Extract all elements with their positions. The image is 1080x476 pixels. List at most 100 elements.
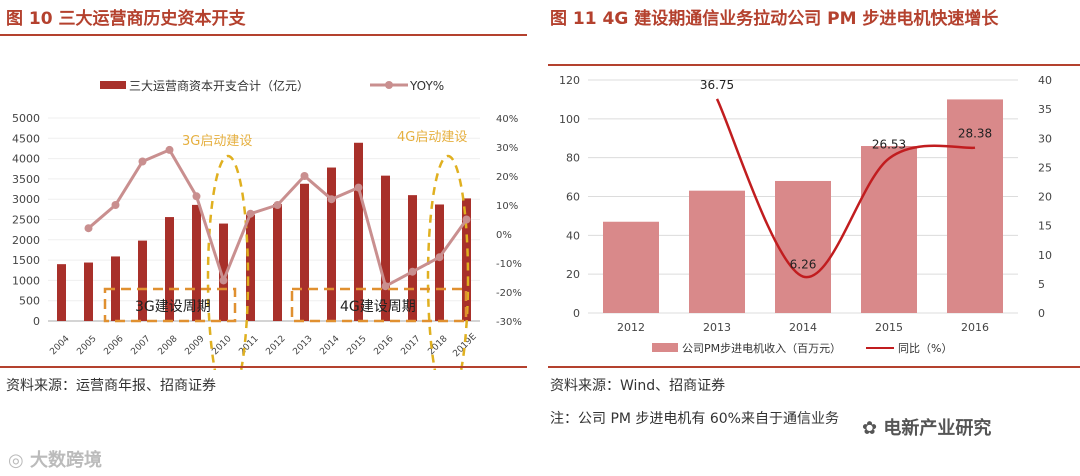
left-y-tick-label: 5000 — [12, 112, 40, 125]
right-y-tick-label: 40 — [566, 229, 580, 242]
right-y-tick-label: 60 — [566, 191, 580, 204]
left-bar-2018 — [435, 204, 444, 321]
left-right-tick-label: 10% — [496, 201, 518, 212]
right-right-tick-label: 35 — [1038, 103, 1052, 116]
cycle-3g-label: 3G启动建设 — [182, 134, 252, 149]
left-y-tick-label: 1500 — [12, 254, 40, 267]
left-bar-2013 — [300, 183, 309, 321]
left-right-tick-label: 20% — [496, 172, 518, 183]
left-y-tick-label: 4000 — [12, 153, 40, 166]
period-4g-label: 4G建设周期 — [340, 299, 416, 315]
left-right-axis-ticks: -30% -20% -10% 0% 10% 20% 30% 40% — [496, 114, 522, 328]
right-bar-2013 — [689, 190, 745, 313]
right-y-tick-label: 0 — [573, 307, 580, 320]
left-x-tick-label: 2013 — [291, 334, 314, 357]
left-x-tick-label: 2012 — [264, 334, 287, 357]
right-bottom-rule — [548, 366, 1080, 368]
left-yoy-point — [84, 224, 93, 233]
right-x-tick-label: 2013 — [703, 321, 731, 334]
left-bar-2009 — [192, 204, 201, 321]
right-bars — [603, 99, 1003, 313]
left-yoy-point — [219, 276, 228, 285]
left-bar-2007 — [138, 240, 147, 321]
right-legend-line-label: 同比（%） — [898, 342, 952, 355]
left-bar-2004 — [57, 264, 66, 321]
left-bar-2017 — [408, 195, 417, 321]
left-bars — [57, 142, 471, 321]
right-growth-curve — [715, 98, 976, 279]
right-x-tick-label: 2012 — [617, 321, 645, 334]
left-x-tick-label: 2015 — [345, 334, 368, 357]
right-bar-2016 — [947, 99, 1003, 313]
period-3g-label: 3G建设周期 — [135, 299, 211, 315]
left-yoy-point — [462, 215, 471, 224]
right-x-tick-label: 2014 — [789, 321, 817, 334]
left-y-tick-label: 3000 — [12, 193, 40, 206]
period-4g-box — [290, 287, 468, 323]
right-right-axis-ticks: 0 5 10 15 20 25 30 35 40 — [1038, 74, 1052, 320]
left-yoy-point — [381, 282, 390, 291]
left-legend: 三大运营商资本开支合计（亿元） YOY% — [100, 78, 444, 93]
left-title-rule — [0, 34, 527, 36]
cycle-3g-ellipse — [206, 154, 250, 370]
left-x-tick-label: 2004 — [48, 334, 71, 357]
right-y-tick-label: 20 — [566, 268, 580, 281]
right-legend-bar-label: 公司PM步进电机收入（百万元） — [682, 341, 841, 355]
left-bar-2019E — [462, 198, 471, 321]
left-yoy-point — [435, 253, 444, 262]
right-bar-2014 — [775, 180, 831, 313]
right-right-tick-label: 40 — [1038, 74, 1052, 87]
left-source: 资料来源：运营商年报、招商证券 — [6, 378, 216, 394]
right-right-tick-label: 25 — [1038, 161, 1052, 174]
right-data-label-2015: 26.53 — [872, 137, 906, 151]
left-yoy-point — [165, 145, 174, 154]
right-y-tick-label: 120 — [559, 74, 580, 87]
left-bar-2012 — [273, 204, 282, 321]
left-right-tick-label: -20% — [496, 288, 522, 299]
watermark-bottom-left: ◎ 大数跨境 — [8, 450, 102, 471]
right-legend: 公司PM步进电机收入（百万元） 同比（%） — [652, 341, 952, 355]
left-annotations: 3G启动建设 4G启动建设 3G建设周期 4G建设周期 — [103, 130, 470, 370]
left-yoy-point — [327, 195, 336, 204]
right-y-axis-ticks: 0 20 40 60 80 100 120 — [559, 74, 580, 320]
right-right-tick-label: 5 — [1038, 278, 1045, 291]
left-bar-2015 — [354, 142, 363, 321]
right-x-tick-label: 2016 — [961, 321, 989, 334]
left-bottom-rule — [0, 366, 527, 368]
left-y-tick-label: 2500 — [12, 214, 40, 227]
left-bar-2010 — [219, 223, 228, 321]
left-legend-line-marker — [385, 81, 393, 89]
left-x-tick-label: 2010 — [210, 334, 233, 357]
left-y-tick-label: 3500 — [12, 173, 40, 186]
left-x-tick-label: 2011 — [237, 334, 260, 357]
left-x-tick-label: 2018 — [426, 334, 449, 357]
period-3g-box — [103, 287, 237, 323]
right-figure-panel: 图 11 4G 建设期通信业务拉动公司 PM 步进电机快速增长 0 20 40 60 8… — [548, 0, 1080, 476]
left-y-tick-label: 0 — [33, 315, 40, 328]
right-right-tick-label: 0 — [1038, 307, 1045, 320]
right-right-tick-label: 20 — [1038, 191, 1052, 204]
left-yoy-point — [138, 157, 147, 166]
left-yoy-point — [246, 209, 255, 218]
left-yoy-point — [273, 201, 282, 209]
left-y-tick-label: 2000 — [12, 234, 40, 247]
left-x-tick-label: 2005 — [75, 334, 98, 357]
left-x-tick-label: 2009 — [183, 334, 206, 357]
left-chart: 三大运营商资本开支合计（亿元） YOY% 0 500 1000 1500 2000 250… — [12, 78, 522, 370]
left-right-tick-label: -30% — [496, 317, 522, 328]
cycle-4g-label: 4G启动建设 — [397, 130, 467, 145]
left-x-tick-label: 2017 — [399, 334, 422, 357]
right-data-labels: 36.75 6.26 26.53 28.38 — [700, 78, 992, 272]
right-x-tick-label: 2015 — [875, 321, 903, 334]
left-y-tick-label: 1000 — [12, 274, 40, 287]
left-legend-bar-swatch — [100, 81, 126, 89]
left-right-tick-label: 40% — [496, 114, 518, 125]
left-x-tick-label: 2014 — [318, 334, 341, 357]
left-x-tick-label: 2016 — [372, 334, 395, 357]
right-right-tick-label: 30 — [1038, 132, 1052, 145]
left-yoy-point — [408, 267, 417, 276]
right-growth-line — [715, 98, 976, 279]
right-figure-title: 图 11 4G 建设期通信业务拉动公司 PM 步进电机快速增长 — [550, 9, 999, 29]
right-data-label-2013: 36.75 — [700, 78, 734, 92]
